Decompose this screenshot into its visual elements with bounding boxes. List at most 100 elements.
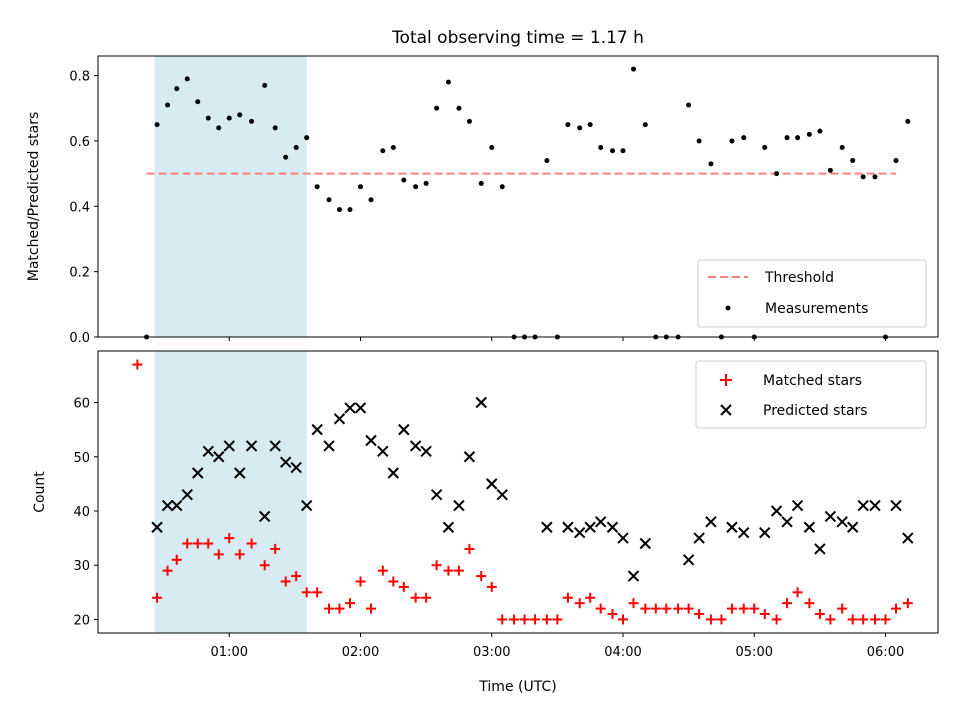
matched-point: [749, 603, 760, 614]
matched-point: [132, 359, 143, 370]
legend-measurements-swatch: [725, 305, 731, 311]
matched-point: [673, 603, 684, 614]
top-y-axis-label: Matched/Predicted stars: [26, 112, 42, 282]
predicted-point: [639, 537, 652, 550]
matched-point: [509, 614, 520, 625]
matched-point: [192, 538, 203, 549]
measurement-point: [610, 148, 615, 154]
measurement-point: [434, 105, 440, 111]
measurement-point: [499, 184, 505, 190]
measurement-point: [249, 118, 255, 124]
matched-point: [182, 538, 193, 549]
predicted-point: [234, 467, 246, 479]
top-y-tick-label: 0.6: [69, 135, 90, 150]
top-y-tick-label: 0.0: [69, 331, 90, 346]
bottom-shaded-region: [154, 351, 307, 633]
matched-point: [574, 598, 585, 609]
predicted-point: [192, 467, 204, 479]
predicted-point: [682, 554, 695, 566]
matched-point: [355, 576, 366, 587]
measurement-point: [817, 128, 823, 134]
bottom-y-tick-label: 50: [73, 451, 90, 466]
measurement-point: [368, 197, 374, 203]
measurement-point: [216, 125, 222, 131]
predicted-point: [857, 499, 869, 512]
predicted-stars-points: [151, 396, 914, 582]
measurement-point: [774, 171, 780, 177]
predicted-point: [573, 526, 586, 539]
matched-point: [825, 614, 836, 625]
predicted-point: [202, 445, 214, 458]
matched-point: [431, 560, 442, 571]
predicted-point: [161, 499, 174, 512]
predicted-point: [902, 532, 914, 544]
measurement-point: [445, 79, 451, 85]
measurement-point: [326, 197, 332, 203]
predicted-point: [475, 396, 487, 409]
measurement-point: [347, 207, 353, 213]
predicted-point: [770, 505, 783, 517]
measurement-point: [272, 125, 278, 131]
matched-point: [607, 609, 618, 620]
bottom-x-tick-label: 03:00: [473, 645, 510, 660]
predicted-point: [344, 402, 356, 414]
measurement-point: [337, 207, 342, 213]
measurement-point: [762, 144, 768, 150]
matched-point: [171, 554, 182, 565]
top-legend: Threshold Measurements: [697, 259, 927, 328]
measurement-point: [174, 86, 180, 92]
predicted-point: [333, 413, 346, 425]
predicted-point: [279, 456, 292, 468]
matched-point: [880, 614, 891, 625]
measurement-point: [860, 174, 866, 180]
top-y-tick-label: 0.4: [69, 200, 90, 215]
legend-measurements-label: Measurements: [765, 301, 868, 317]
bottom-y-tick-label: 30: [73, 559, 90, 574]
predicted-point: [213, 451, 225, 463]
measurement-point: [466, 118, 472, 124]
matched-point: [585, 592, 596, 603]
bottom-shaded-rect: [154, 351, 307, 633]
top-y-ticks: 0.0 0.2 0.4 0.6 0.8: [69, 70, 98, 346]
matched-point: [312, 587, 323, 598]
predicted-point: [171, 499, 183, 512]
measurement-point: [304, 135, 310, 141]
predicted-point: [258, 510, 271, 523]
measurement-point: [741, 135, 747, 141]
measurement-point: [795, 135, 801, 141]
measurement-point: [390, 144, 396, 150]
predicted-point: [759, 526, 771, 539]
matched-point: [738, 603, 749, 614]
matched-point: [804, 598, 815, 609]
matched-point: [759, 609, 770, 620]
matched-point: [388, 576, 399, 587]
matched-stars-points: [132, 359, 913, 625]
matched-point: [334, 603, 345, 614]
predicted-point: [387, 467, 400, 479]
legend-threshold-label: Threshold: [764, 270, 834, 286]
matched-point: [650, 603, 661, 614]
predicted-point: [398, 423, 410, 436]
legend-matched-swatch: [720, 374, 732, 386]
matched-point: [771, 614, 782, 625]
matched-point: [870, 614, 880, 625]
legend-predicted-label: Predicted stars: [763, 403, 868, 419]
matched-point: [837, 603, 848, 614]
matched-point: [726, 603, 737, 614]
matched-point: [814, 609, 825, 620]
predicted-point: [430, 489, 443, 501]
predicted-point: [869, 499, 881, 512]
matched-point: [162, 565, 173, 576]
matched-point: [366, 603, 376, 614]
matched-point: [410, 592, 421, 603]
predicted-point: [377, 445, 389, 458]
measurement-point: [314, 184, 320, 190]
predicted-point: [606, 521, 619, 533]
predicted-point: [824, 510, 837, 523]
matched-point: [486, 581, 497, 592]
measurement-point: [905, 118, 911, 124]
matched-point: [234, 549, 245, 560]
predicted-point: [693, 532, 705, 544]
